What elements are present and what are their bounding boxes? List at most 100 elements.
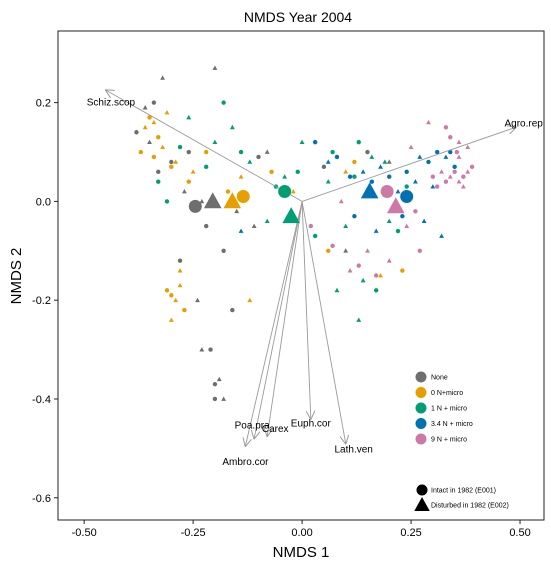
- sample-point: [325, 159, 331, 164]
- legend-swatch: [415, 418, 427, 429]
- sample-point: [134, 130, 139, 135]
- legend-shape-swatch: [416, 484, 428, 496]
- sample-point: [156, 134, 161, 140]
- sample-point: [378, 164, 383, 169]
- group-centroid: [400, 189, 414, 203]
- sample-point: [430, 184, 436, 189]
- sample-point: [282, 174, 288, 179]
- sample-point: [360, 169, 366, 174]
- sample-point: [151, 100, 157, 105]
- sample-point: [352, 214, 357, 219]
- sample-point: [308, 223, 314, 229]
- sample-point: [435, 184, 440, 189]
- legend-label: None: [431, 375, 448, 382]
- x-tick-label: -0.50: [72, 527, 97, 539]
- sample-point: [338, 198, 344, 204]
- vector-label: Ambro.cor: [222, 457, 269, 468]
- sample-point: [325, 179, 331, 184]
- sample-point: [413, 209, 418, 214]
- sample-point: [216, 376, 222, 382]
- sample-point: [369, 154, 375, 159]
- sample-point: [269, 169, 274, 174]
- legend-swatch: [415, 387, 427, 398]
- legend-label: 0 N+micro: [431, 390, 463, 397]
- sample-point: [426, 159, 431, 165]
- sample-point: [395, 228, 401, 234]
- vector-label: Lath.ven: [334, 444, 372, 455]
- sample-point: [164, 109, 170, 115]
- sample-point: [151, 119, 157, 125]
- species-vector-arrow: [245, 201, 303, 446]
- sample-point: [164, 288, 170, 293]
- sample-point: [356, 139, 361, 145]
- y-tick-label: -0.2: [32, 295, 51, 307]
- sample-point: [373, 288, 379, 293]
- sample-point: [465, 144, 471, 149]
- sample-point: [443, 179, 449, 184]
- sample-point: [439, 169, 444, 174]
- vector-label: Poa.pra: [235, 421, 270, 432]
- sample-point: [443, 125, 449, 130]
- legend: None 0 N+micro 1 N + micro 3.4 N + micro 9 N…: [414, 371, 509, 511]
- plot-area: [57, 30, 545, 521]
- sample-point: [169, 164, 174, 170]
- sample-point: [156, 169, 161, 174]
- sample-point: [203, 223, 209, 229]
- species-vector-arrow: [254, 201, 303, 438]
- sample-point: [173, 297, 179, 303]
- sample-point: [225, 189, 231, 194]
- sample-point: [373, 228, 379, 233]
- sample-point: [177, 268, 183, 273]
- sample-point: [334, 154, 340, 160]
- group-centroid: [387, 197, 405, 214]
- sample-point: [195, 297, 200, 303]
- sample-point: [173, 159, 179, 164]
- sample-point: [404, 184, 409, 189]
- sample-point: [151, 154, 157, 160]
- species-vector-arrow: [301, 201, 346, 443]
- y-tick-label: 0.0: [36, 196, 51, 208]
- sample-point: [386, 218, 392, 224]
- sample-point: [387, 174, 392, 179]
- sample-point: [378, 272, 383, 278]
- sample-point: [169, 293, 174, 298]
- sample-point: [465, 169, 471, 174]
- sample-point: [369, 179, 375, 184]
- group-centroid: [188, 199, 202, 213]
- sample-point: [456, 139, 462, 145]
- vector-label: Agro.rep: [504, 118, 543, 129]
- legend-label: 9 N + micro: [431, 437, 467, 444]
- sample-point: [404, 169, 409, 174]
- chart-title: NMDS Year 2004: [244, 9, 352, 25]
- sample-point: [247, 297, 253, 303]
- sample-point: [234, 208, 240, 214]
- sample-point: [295, 169, 300, 174]
- legend-swatch: [415, 402, 427, 414]
- sample-point: [212, 65, 218, 70]
- sample-point: [199, 198, 205, 204]
- sample-point: [347, 174, 353, 179]
- sample-point: [439, 233, 444, 238]
- sample-point: [208, 347, 213, 352]
- sample-point: [142, 105, 148, 110]
- sample-point: [417, 154, 423, 159]
- sample-point: [448, 149, 453, 155]
- sample-point: [299, 139, 305, 145]
- legend-swatch: [415, 371, 427, 383]
- sample-point: [412, 179, 418, 184]
- sample-point: [251, 223, 257, 228]
- y-tick-label: -0.6: [32, 493, 51, 505]
- sample-point: [156, 179, 161, 184]
- sample-point: [386, 258, 392, 263]
- sample-point: [430, 174, 436, 179]
- group-centroid: [203, 192, 222, 209]
- sample-point: [330, 243, 335, 249]
- species-vector-arrow: [301, 127, 516, 202]
- sample-point: [212, 396, 218, 402]
- y-tick-label: -0.4: [32, 394, 51, 406]
- sample-point: [290, 189, 296, 194]
- sample-point: [454, 149, 460, 155]
- x-tick-label: 0.25: [400, 527, 421, 539]
- sample-point: [190, 169, 196, 174]
